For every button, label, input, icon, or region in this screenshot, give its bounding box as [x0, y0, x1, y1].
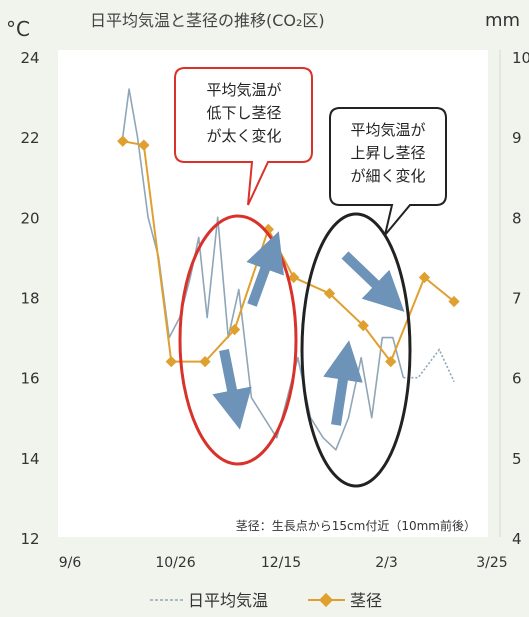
x-tick-label: 2/3	[375, 555, 398, 571]
callout-black-line-1: 平均気温が	[350, 121, 425, 139]
legend-marker-stem	[318, 592, 334, 608]
x-tick-label: 12/15	[261, 555, 301, 571]
left-tick-label: 12	[20, 530, 39, 548]
stem-point	[385, 355, 397, 368]
stem-point	[323, 287, 336, 300]
stem-point	[418, 271, 431, 284]
chart-title: 日平均気温と茎径の推移(CO₂区)	[90, 11, 325, 30]
x-tick-label: 9/6	[59, 555, 82, 571]
left-tick-label: 16	[20, 370, 39, 388]
right-tick-label: 7	[512, 290, 522, 308]
right-tick-label: 10	[512, 49, 529, 67]
stem-point	[199, 355, 211, 368]
left-tick-label: 24	[20, 49, 39, 67]
callout-black-line-3: が細く変化	[350, 167, 425, 185]
stem-point	[138, 139, 150, 151]
arrow-up-2	[323, 340, 363, 426]
right-tick-label: 4	[512, 530, 522, 548]
left-tick-label: 22	[20, 129, 39, 147]
callout-black: 平均気温が 上昇し茎径 が細く変化	[329, 107, 447, 236]
callout-red-line-3: が太く変化	[206, 127, 281, 145]
callout-red-line-1: 平均気温が	[206, 81, 281, 99]
footnote: 茎径：生長点から15cm付近（10mm前後）	[236, 518, 476, 533]
arrow-up-1	[246, 231, 284, 307]
temperature-line-dashed	[403, 348, 455, 383]
legend: 日平均気温 茎径	[150, 591, 382, 610]
highlight-ellipse-red	[178, 214, 298, 466]
x-tick-label: 3/25	[476, 555, 507, 571]
stem-point	[228, 323, 241, 336]
arrow-down-1	[212, 349, 252, 430]
right-tick-label: 9	[512, 129, 522, 147]
left-unit-label: °C	[6, 17, 30, 41]
x-tick-label: 10/26	[155, 555, 195, 571]
left-tick-label: 20	[20, 209, 39, 227]
stem-point	[288, 271, 300, 284]
left-tick-label: 14	[20, 450, 39, 468]
left-tick-labels: 24 22 20 18 16 14 12	[20, 49, 39, 548]
stem-series	[117, 135, 460, 368]
callout-red: 平均気温が 低下し茎径 が太く変化	[174, 67, 313, 206]
legend-label-stem: 茎径	[350, 591, 382, 610]
right-tick-label: 8	[512, 209, 522, 227]
stem-point	[357, 319, 369, 332]
right-unit-label: mm	[485, 10, 520, 31]
x-tick-labels: 9/6 10/26 12/15 2/3 3/25	[59, 555, 508, 571]
stem-point	[448, 295, 460, 308]
legend-label-temperature: 日平均気温	[188, 591, 268, 610]
right-tick-labels: 10 9 8 7 6 5 4	[512, 49, 529, 548]
callout-black-line-2: 上昇し茎径	[350, 144, 425, 162]
right-tick-label: 5	[512, 450, 522, 468]
stem-point	[165, 355, 177, 368]
highlight-ellipse-black	[300, 212, 412, 488]
callout-red-line-2: 低下し茎径	[206, 104, 281, 122]
arrow-down-2	[341, 251, 405, 312]
right-tick-label: 6	[512, 370, 522, 388]
left-tick-label: 18	[20, 290, 39, 308]
